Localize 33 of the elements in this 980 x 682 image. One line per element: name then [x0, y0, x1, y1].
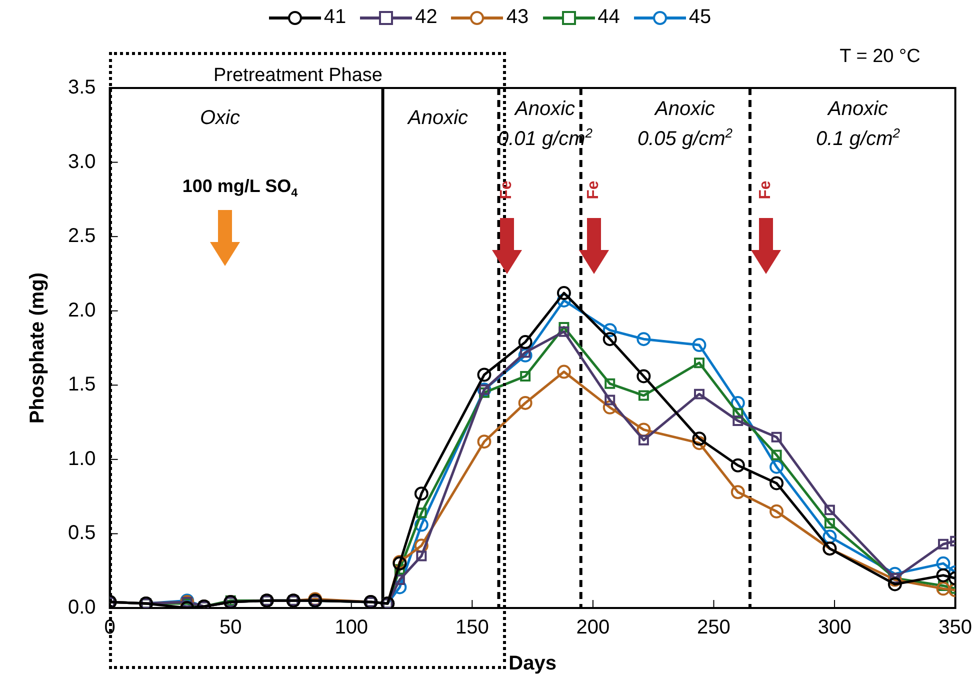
- y-tick-label: 3.5: [68, 76, 96, 99]
- y-tick-label: 3.0: [68, 150, 96, 173]
- annotation: Fe: [757, 180, 775, 200]
- legend-label: 45: [688, 6, 712, 29]
- y-axis-title: Phosphate (mg): [26, 272, 49, 424]
- x-tick-label: 300: [818, 616, 852, 639]
- legend-label: 41: [324, 6, 346, 29]
- annotation: Fe: [498, 180, 516, 200]
- legend-label: 42: [415, 6, 438, 29]
- x-axis-title: Days: [508, 652, 556, 675]
- text: Pretreatment Phase: [214, 64, 382, 88]
- annotation: Fe: [585, 180, 603, 200]
- annotation: Anoxic: [408, 106, 468, 131]
- y-tick-label: 0.5: [68, 522, 96, 544]
- y-tick-label: 2.0: [68, 299, 96, 322]
- x-tick-label: 200: [576, 616, 610, 639]
- annotation: Anoxic 0.05 g/cm$^{2}$: [637, 97, 733, 152]
- y-tick-label: 1.5: [68, 374, 96, 396]
- text: T = 20 °C: [840, 45, 920, 69]
- x-tick-label: 50: [219, 616, 242, 639]
- annotation: Anoxic 0.1 g/cm$^{2}$: [816, 97, 900, 152]
- x-tick-label: 0: [104, 616, 116, 639]
- y-tick-label: 2.5: [68, 225, 96, 248]
- x-tick-label: 150: [455, 616, 489, 639]
- y-tick-label: 1.0: [68, 448, 96, 470]
- legend-label: 44: [598, 6, 620, 29]
- annotation: 100 mg/L SO$_{4}$: [182, 175, 298, 201]
- x-tick-label: 250: [697, 616, 730, 639]
- annotation: Oxic: [200, 106, 240, 131]
- x-tick-label: 350: [938, 616, 972, 639]
- legend-label: 43: [506, 6, 529, 29]
- x-tick-label: 100: [334, 616, 368, 639]
- y-tick-label: 0.0: [68, 596, 96, 619]
